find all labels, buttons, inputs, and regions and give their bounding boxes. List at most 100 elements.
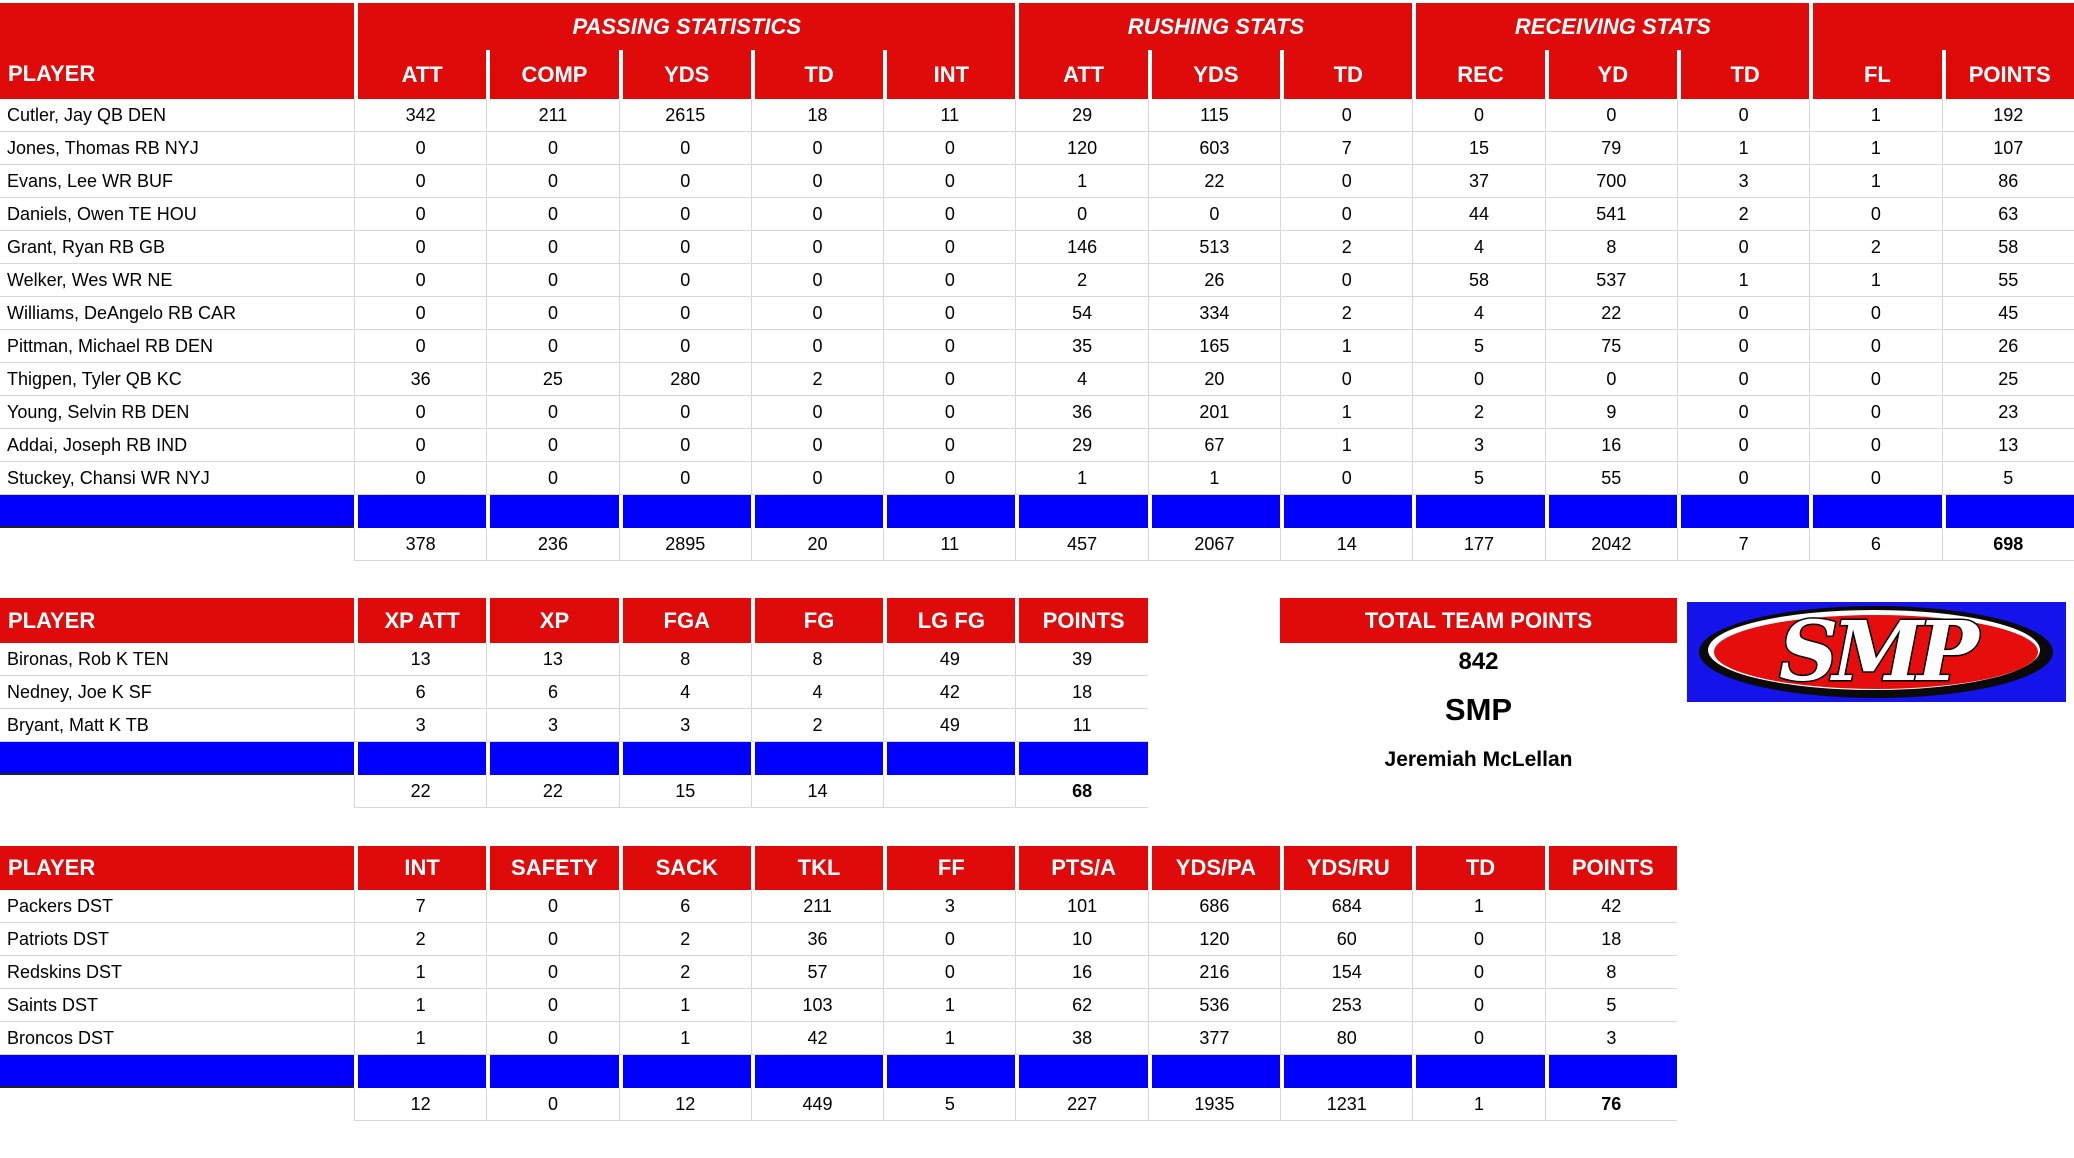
player-name: Welker, Wes WR NE xyxy=(0,264,354,297)
stat-cell: 7 xyxy=(1280,132,1413,165)
stat-cell: 0 xyxy=(486,330,619,363)
stat-cell: 8 xyxy=(1544,231,1677,264)
total-cell: 12 xyxy=(618,1088,751,1121)
blue-separator-cell xyxy=(1544,1055,1677,1088)
stat-cell: 0 xyxy=(1676,231,1810,264)
stat-cell: 0 xyxy=(1412,99,1545,132)
stat-cell: 0 xyxy=(486,429,619,462)
stat-cell: 6 xyxy=(354,676,487,709)
offense-stats-table: PLAYER PASSING STATISTICS RUSHING STATS REC… xyxy=(0,3,2074,561)
stat-cell: 15 xyxy=(1412,132,1545,165)
group-header: RUSHING STATS xyxy=(1015,3,1413,50)
stat-cell: 18 xyxy=(1544,923,1677,956)
stat-cell: 8 xyxy=(1544,956,1677,989)
stat-cell: 11 xyxy=(1015,709,1148,742)
stat-cell: 3 xyxy=(883,890,1016,923)
total-team-points-header: TOTAL TEAM POINTS xyxy=(1280,598,1677,643)
column-header: FF xyxy=(883,846,1016,890)
stat-cell: 0 xyxy=(486,396,619,429)
stat-cell: 377 xyxy=(1147,1022,1281,1055)
blue-separator-cell xyxy=(1412,1055,1545,1088)
stat-cell: 55 xyxy=(1941,264,2074,297)
blue-separator-cell xyxy=(750,495,884,528)
stat-cell: 67 xyxy=(1147,429,1281,462)
stat-cell: 0 xyxy=(354,462,487,495)
stat-cell: 0 xyxy=(354,198,487,231)
stat-cell: 0 xyxy=(883,923,1016,956)
stat-cell: 0 xyxy=(486,264,619,297)
stat-cell: 0 xyxy=(618,297,751,330)
stat-cell: 0 xyxy=(1147,198,1281,231)
stat-cell: 0 xyxy=(1015,198,1148,231)
stat-cell: 5 xyxy=(1544,989,1677,1022)
stat-cell: 211 xyxy=(486,99,619,132)
stat-cell: 1 xyxy=(1412,890,1545,923)
stat-cell: 0 xyxy=(1676,330,1810,363)
stat-cell: 37 xyxy=(1412,165,1545,198)
player-name: Bironas, Rob K TEN xyxy=(0,643,354,676)
stat-cell: 541 xyxy=(1544,198,1677,231)
totals-spacer xyxy=(0,528,354,561)
blue-separator-cell xyxy=(1280,495,1413,528)
stat-cell: 1 xyxy=(1676,132,1810,165)
column-header: FGA xyxy=(618,598,751,643)
stat-cell: 6 xyxy=(618,890,751,923)
stat-cell: 2 xyxy=(750,709,884,742)
blue-separator-cell xyxy=(1280,1055,1413,1088)
stat-cell: 60 xyxy=(1280,923,1413,956)
column-header: YDS/RU xyxy=(1280,846,1413,890)
stat-cell: 1 xyxy=(1676,264,1810,297)
column-header: YDS/PA xyxy=(1147,846,1281,890)
stat-cell: 22 xyxy=(1544,297,1677,330)
blue-separator-cell xyxy=(883,1055,1016,1088)
player-name: Pittman, Michael RB DEN xyxy=(0,330,354,363)
stat-cell: 0 xyxy=(883,330,1016,363)
blue-separator-cell xyxy=(486,742,619,775)
stat-cell: 49 xyxy=(883,709,1016,742)
stat-cell: 0 xyxy=(486,890,619,923)
stat-cell: 3 xyxy=(486,709,619,742)
blue-separator-cell xyxy=(1015,742,1148,775)
stat-cell: 5 xyxy=(1941,462,2074,495)
stat-cell: 0 xyxy=(486,462,619,495)
stat-cell: 0 xyxy=(750,198,884,231)
stat-cell: 0 xyxy=(486,989,619,1022)
stat-cell: 0 xyxy=(1412,363,1545,396)
stat-cell: 25 xyxy=(486,363,619,396)
stat-cell: 537 xyxy=(1544,264,1677,297)
stat-cell: 29 xyxy=(1015,429,1148,462)
stat-cell: 3 xyxy=(1544,1022,1677,1055)
total-cell: 22 xyxy=(486,775,619,808)
blue-separator-cell xyxy=(0,1055,354,1088)
stat-cell: 0 xyxy=(750,330,884,363)
player-name: Saints DST xyxy=(0,989,354,1022)
column-header: YDS xyxy=(1147,50,1281,99)
smp-logo: SMP xyxy=(1687,602,2066,702)
stat-cell: 686 xyxy=(1147,890,1281,923)
stat-cell: 36 xyxy=(354,363,487,396)
group-header: RECEIVING STATS xyxy=(1412,3,1810,50)
blue-separator-cell xyxy=(0,742,354,775)
blue-separator-cell xyxy=(1147,1055,1281,1088)
stat-cell: 26 xyxy=(1941,330,2074,363)
stat-cell: 36 xyxy=(1015,396,1148,429)
stat-cell: 2 xyxy=(1412,396,1545,429)
stat-cell: 0 xyxy=(750,264,884,297)
stat-cell: 8 xyxy=(750,643,884,676)
stat-cell: 0 xyxy=(1280,99,1413,132)
stat-cell: 513 xyxy=(1147,231,1281,264)
stat-cell: 13 xyxy=(354,643,487,676)
stat-cell: 44 xyxy=(1412,198,1545,231)
stat-cell: 0 xyxy=(354,231,487,264)
stat-cell: 0 xyxy=(883,363,1016,396)
stat-cell: 0 xyxy=(354,165,487,198)
blue-separator-cell xyxy=(1544,495,1677,528)
stat-cell: 0 xyxy=(354,429,487,462)
stat-cell: 0 xyxy=(1809,396,1942,429)
stat-cell: 0 xyxy=(1809,462,1942,495)
total-cell: 1231 xyxy=(1280,1088,1413,1121)
stat-cell: 23 xyxy=(1941,396,2074,429)
column-header: XP xyxy=(486,598,619,643)
stat-cell: 0 xyxy=(618,165,751,198)
total-team-points-label: TOTAL TEAM POINTS xyxy=(1364,607,1593,633)
